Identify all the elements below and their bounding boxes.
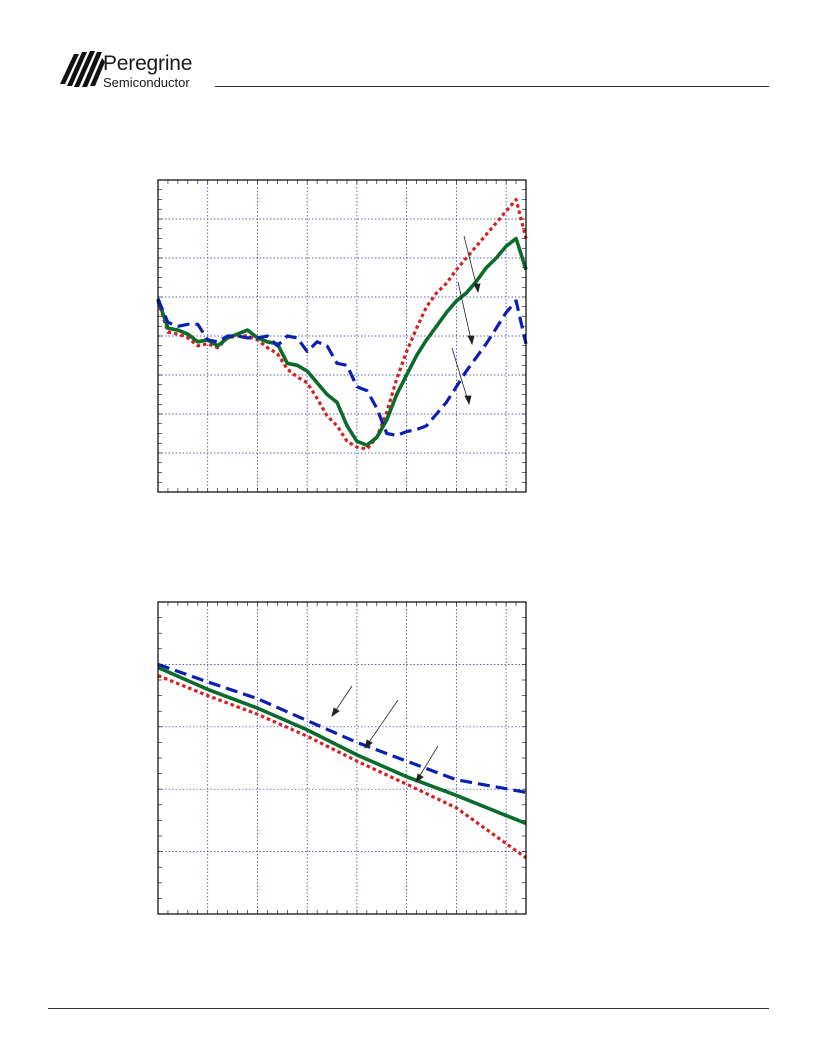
brand-name: Peregrine	[103, 52, 193, 75]
chart-bottom-frame	[157, 601, 527, 915]
annotation-arrow-green	[364, 699, 399, 749]
chart-top-frame	[157, 179, 527, 493]
chart-top-annotation-arrows	[451, 235, 481, 406]
chart-bottom	[157, 601, 527, 915]
logo-stripes-icon	[60, 51, 105, 87]
chart-top-series	[156, 197, 528, 451]
bottom-series-line-dotted	[157, 674, 527, 860]
chart-bottom-series	[157, 662, 527, 860]
top-series-line-dotted	[156, 197, 528, 451]
annotation-arrow-green	[457, 281, 473, 345]
arrowhead-icon	[415, 773, 424, 783]
bottom-series-line-dashed	[157, 662, 527, 794]
peregrine-logo	[60, 51, 105, 87]
arrowhead-icon	[364, 739, 373, 749]
header-rule	[215, 86, 769, 87]
chart-top	[156, 179, 528, 493]
top-series-line-solid	[156, 236, 528, 448]
annotation-arrow-red	[463, 235, 479, 293]
footer-rule	[48, 1008, 769, 1009]
bottom-series-line-solid	[157, 665, 527, 826]
chart-bottom-annotation-arrows	[331, 685, 439, 783]
top-series-line-dashed	[156, 298, 528, 437]
arrowhead-icon	[464, 395, 472, 406]
brand-subtitle: Semiconductor	[103, 75, 190, 90]
annotation-arrow-blue	[451, 347, 470, 405]
arrowhead-icon	[473, 283, 481, 294]
arrowhead-icon	[331, 707, 340, 717]
chart-bottom-grid	[158, 602, 526, 914]
arrowhead-icon	[467, 335, 475, 346]
